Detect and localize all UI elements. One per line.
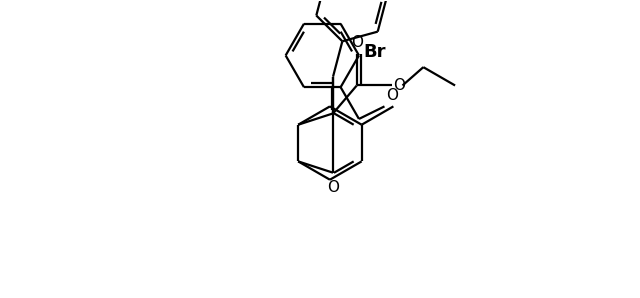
Text: O: O (327, 180, 339, 195)
Text: Br: Br (363, 44, 385, 61)
Text: O: O (394, 78, 406, 93)
Text: O: O (351, 35, 363, 50)
Text: O: O (387, 89, 399, 103)
